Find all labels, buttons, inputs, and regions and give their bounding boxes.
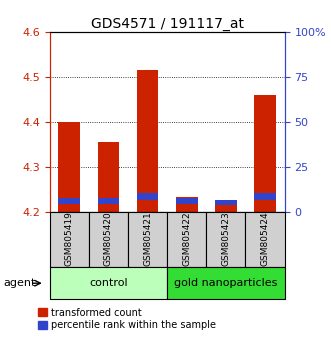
- Bar: [128, 212, 167, 267]
- Text: GSM805423: GSM805423: [221, 211, 230, 266]
- Legend: transformed count, percentile rank within the sample: transformed count, percentile rank withi…: [38, 308, 215, 330]
- Bar: [206, 212, 246, 267]
- Bar: [50, 267, 167, 299]
- Bar: [167, 267, 285, 299]
- Bar: [98, 198, 119, 204]
- Text: GSM805419: GSM805419: [65, 211, 74, 266]
- Bar: [89, 212, 128, 267]
- Text: GSM805421: GSM805421: [143, 211, 152, 266]
- Bar: [215, 200, 237, 205]
- Bar: [50, 212, 89, 267]
- Bar: [246, 212, 285, 267]
- Text: control: control: [89, 278, 128, 288]
- Bar: [59, 122, 80, 212]
- Bar: [137, 70, 158, 212]
- Text: agent: agent: [3, 278, 36, 288]
- Bar: [254, 193, 276, 200]
- Bar: [137, 193, 158, 200]
- Bar: [215, 201, 237, 212]
- Title: GDS4571 / 191117_at: GDS4571 / 191117_at: [91, 17, 244, 31]
- Text: GSM805424: GSM805424: [260, 211, 269, 266]
- Bar: [59, 198, 80, 204]
- Text: gold nanoparticles: gold nanoparticles: [174, 278, 278, 288]
- Text: GSM805420: GSM805420: [104, 211, 113, 266]
- Bar: [167, 212, 206, 267]
- Bar: [254, 95, 276, 212]
- Bar: [98, 142, 119, 212]
- Text: GSM805422: GSM805422: [182, 211, 191, 266]
- Bar: [176, 198, 198, 204]
- Bar: [176, 196, 198, 212]
